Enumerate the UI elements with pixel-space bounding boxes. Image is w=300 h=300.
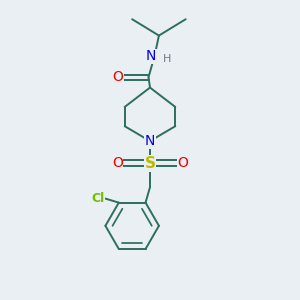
Text: Cl: Cl [92, 192, 105, 205]
Text: O: O [177, 156, 188, 170]
Text: N: N [146, 50, 156, 63]
Text: S: S [145, 156, 155, 171]
Text: N: N [145, 134, 155, 148]
Text: O: O [112, 70, 123, 84]
Text: H: H [163, 54, 171, 64]
Text: O: O [112, 156, 123, 170]
